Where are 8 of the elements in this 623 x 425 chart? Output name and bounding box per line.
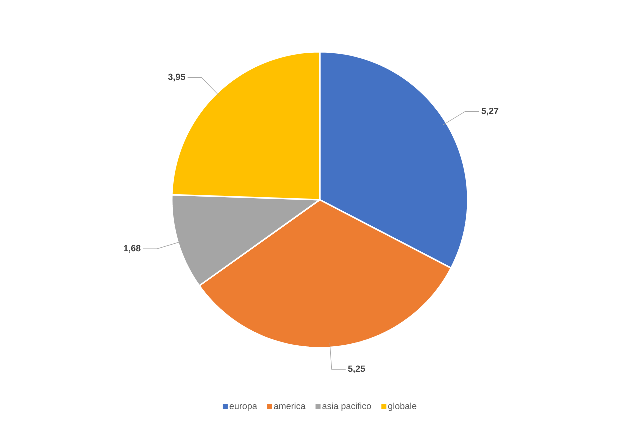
legend-label: globale (388, 402, 417, 412)
legend-label: asia pacifico (322, 402, 372, 412)
data-label: 5,25 (348, 366, 366, 374)
data-label: 5,27 (482, 108, 499, 116)
data-label: 3,95 (168, 74, 186, 82)
legend-label: europa (230, 404, 258, 412)
data-label: 1,68 (124, 245, 141, 253)
legend-label: america (274, 402, 306, 410)
